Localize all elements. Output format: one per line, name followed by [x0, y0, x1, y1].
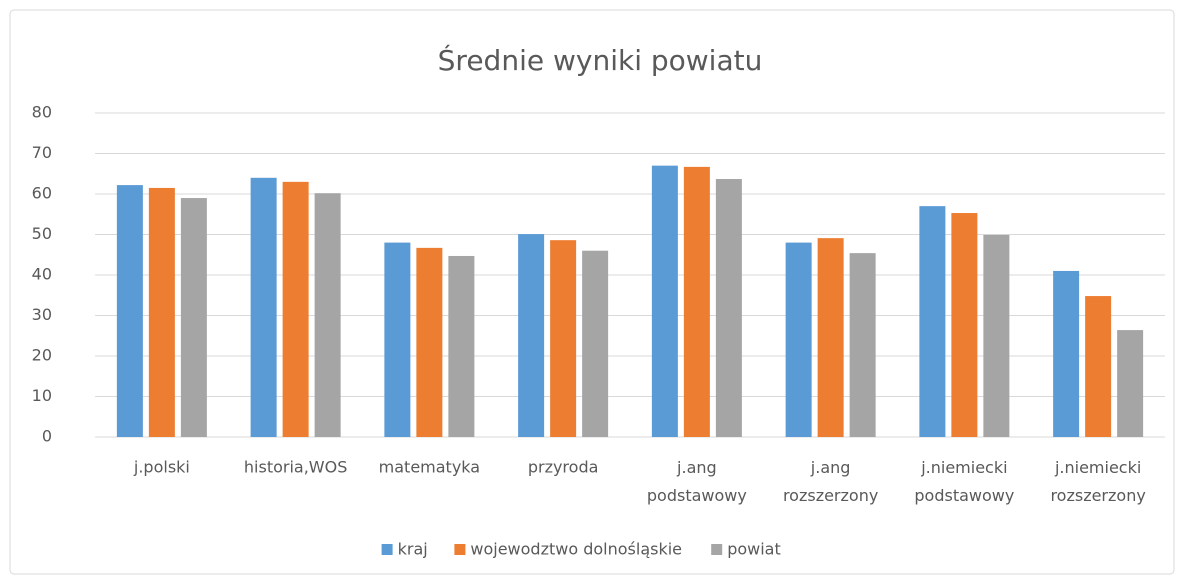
- legend-swatch: [454, 544, 466, 555]
- bar: [550, 240, 577, 437]
- bar: [1117, 330, 1144, 437]
- y-tick-label: 80: [32, 103, 52, 122]
- bar: [651, 165, 678, 437]
- bar: [582, 250, 609, 437]
- bar: [919, 206, 946, 437]
- y-tick-label: 20: [32, 346, 52, 365]
- y-tick-label: 70: [32, 143, 52, 162]
- x-tick-label: przyroda: [528, 458, 599, 477]
- x-tick-label: j.niemiecki rozszerzony: [1050, 458, 1145, 505]
- bar: [180, 198, 207, 437]
- x-tick-label: matematyka: [379, 458, 480, 477]
- x-tick-label: historia,WOS: [244, 458, 347, 477]
- legend-label: kraj: [398, 540, 428, 559]
- legend-swatch: [381, 544, 393, 555]
- bar: [817, 238, 844, 437]
- bar: [1085, 296, 1112, 437]
- x-tick-label: j.niemiecki podstawowy: [914, 458, 1014, 505]
- bar: [116, 185, 143, 437]
- x-tick-label: j.ang podstawowy: [647, 458, 747, 505]
- bar: [250, 177, 277, 438]
- y-tick-label: 40: [32, 265, 52, 284]
- bar: [951, 213, 978, 437]
- bar: [983, 234, 1010, 437]
- x-tick-label: j.polski: [133, 458, 190, 477]
- bar: [849, 253, 876, 437]
- legend-swatch: [711, 544, 723, 555]
- bar: [785, 242, 812, 437]
- bar: [1053, 270, 1080, 437]
- legend-label: powiat: [727, 540, 781, 559]
- bar: [282, 181, 309, 437]
- y-tick-label: 60: [32, 184, 52, 203]
- y-tick-label: 30: [32, 305, 52, 324]
- legend-label: wojewodztwo dolnośląskie: [470, 540, 682, 559]
- bar: [416, 247, 443, 437]
- bar: [715, 179, 742, 437]
- bar: [384, 242, 411, 437]
- y-tick-label: 50: [32, 224, 52, 243]
- bar: [518, 234, 545, 437]
- chart-title: Średnie wyniki powiatu: [438, 43, 763, 77]
- bar: [314, 193, 341, 437]
- y-tick-label: 0: [42, 427, 52, 446]
- x-tick-label: j.ang rozszerzony: [783, 458, 878, 505]
- y-tick-label: 10: [32, 386, 52, 405]
- bar: [448, 255, 475, 437]
- bar: [148, 187, 175, 437]
- bar: [683, 166, 710, 438]
